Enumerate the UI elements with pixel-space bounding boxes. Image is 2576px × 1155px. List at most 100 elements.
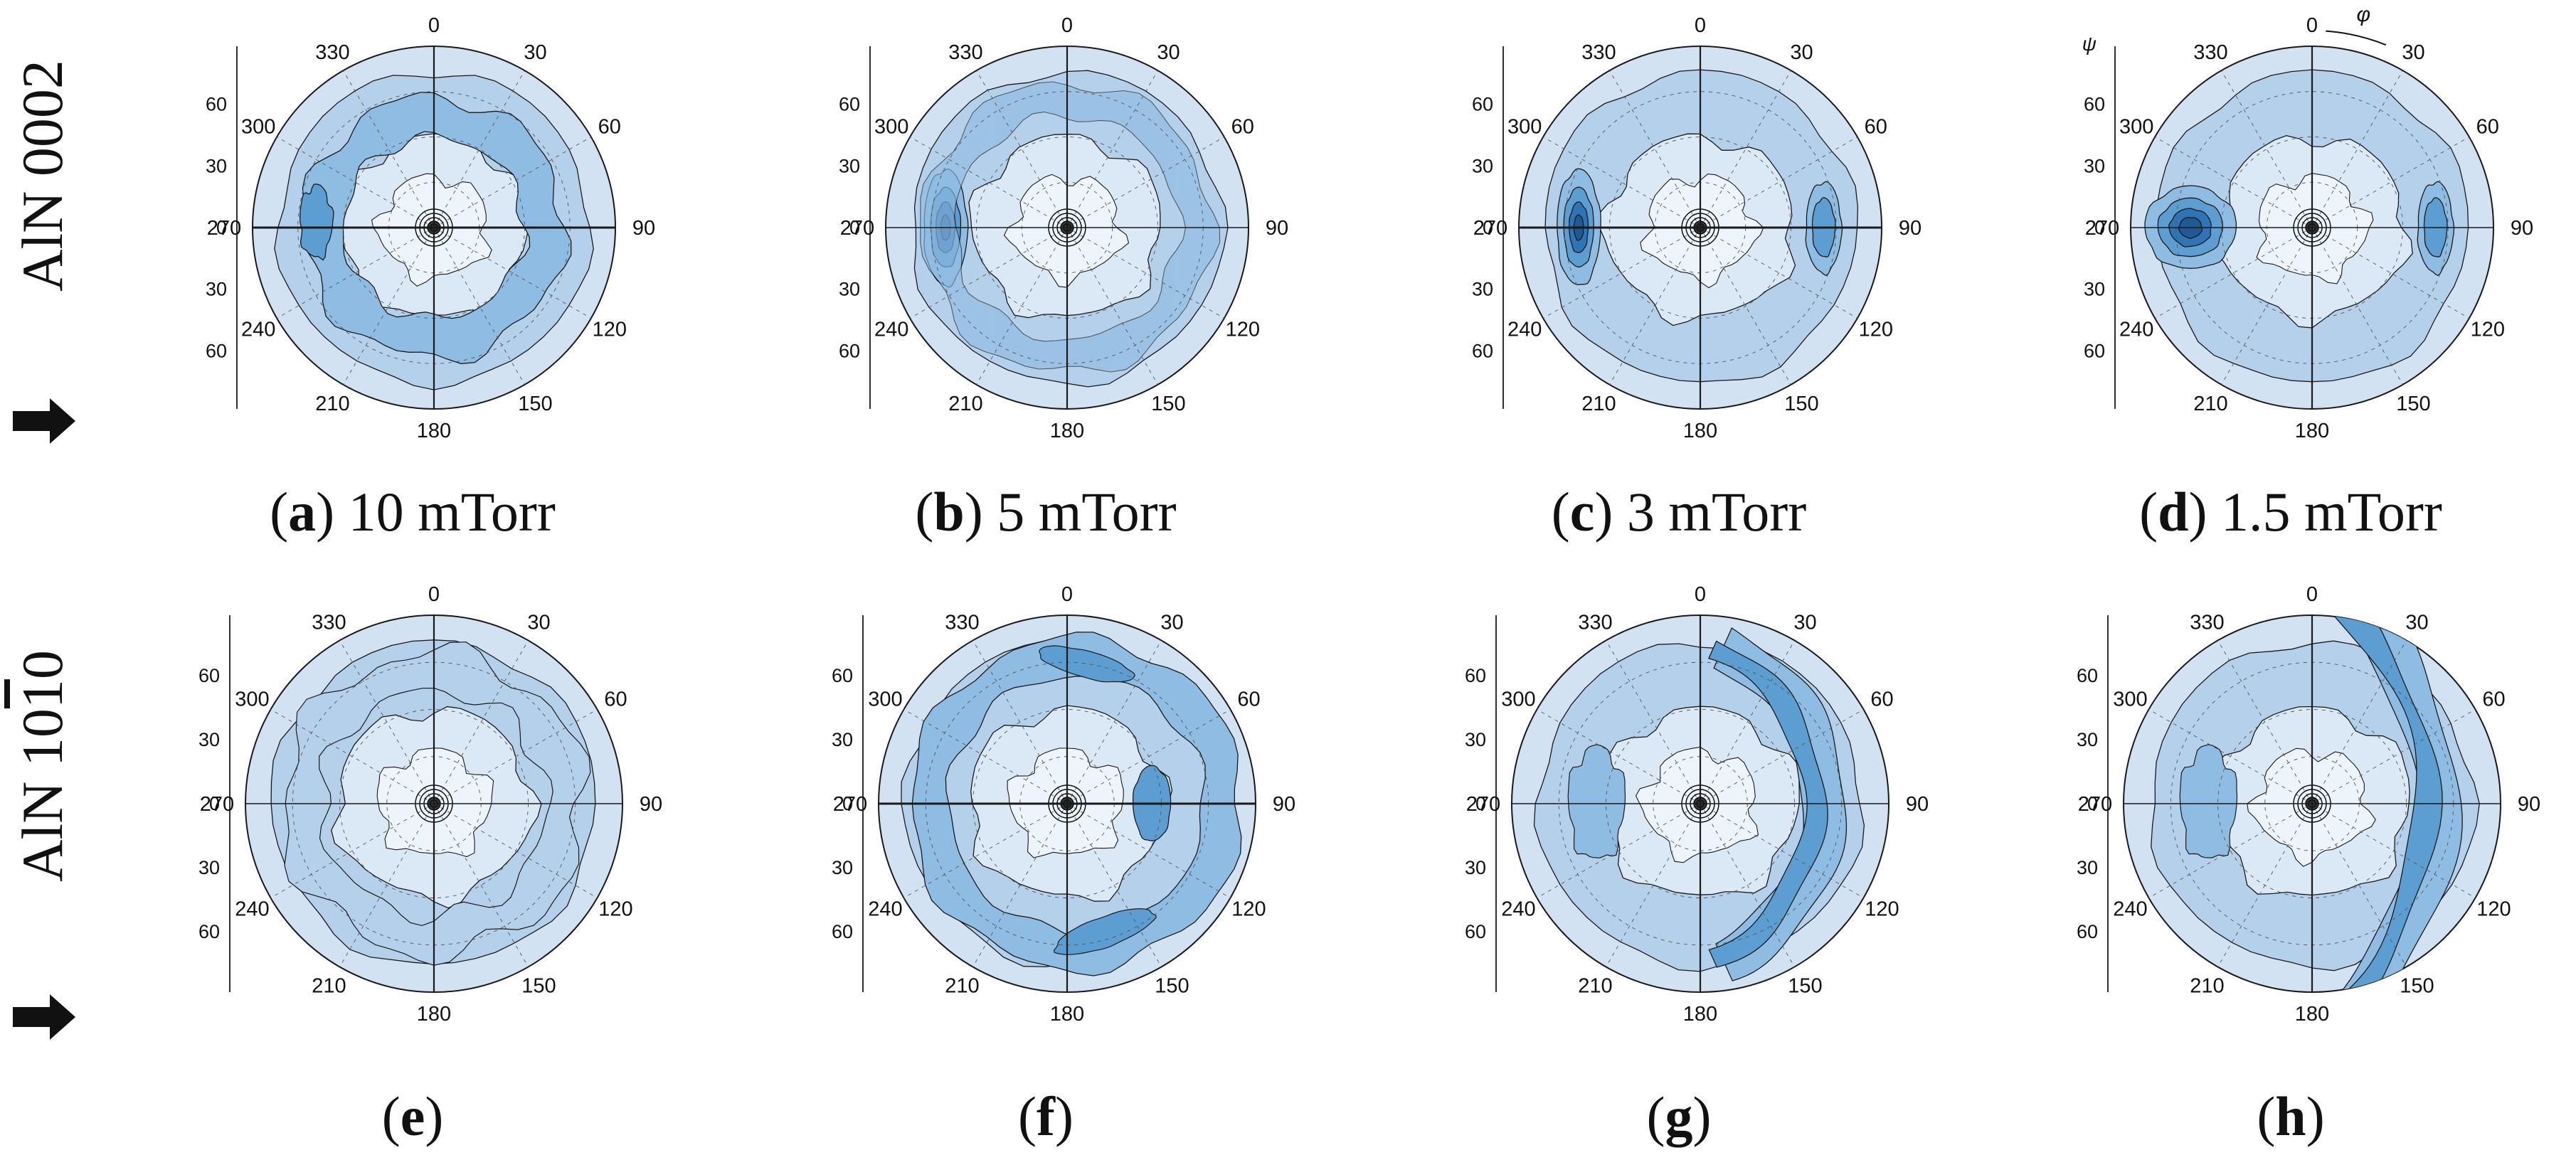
phi-grid-line [1066, 70, 1158, 228]
phi-grid-line [972, 640, 1068, 804]
phi-tick-label: 240 [2119, 319, 2153, 341]
phi-tick-label: 300 [1501, 688, 1535, 711]
contour-band-peak [1708, 640, 1828, 968]
psi-tick-label: 30 [2077, 857, 2098, 878]
phi-grid-line [339, 803, 435, 967]
phi-tick-label: 30 [1790, 41, 1813, 64]
phi-tick-label: 240 [868, 898, 902, 921]
phi-grid-line [1700, 803, 1864, 898]
phi-grid-line [903, 803, 1068, 898]
phi-tick-label: 60 [2482, 688, 2505, 711]
caption-f: (f) [1018, 1085, 1074, 1147]
phi-grid-line [433, 709, 598, 804]
phi-grid-line [1066, 227, 1158, 385]
caption-b-letter: b [933, 481, 965, 543]
psi-symbol: ψ [2082, 33, 2097, 55]
phi-tick-label: 30 [1160, 612, 1183, 634]
phi-tick-label: 0 [1695, 583, 1706, 606]
phi-grid-line [433, 803, 529, 967]
contour-peak-bottom [1054, 908, 1157, 955]
phi-tick-label: 240 [241, 319, 275, 341]
phi-grid-line [276, 137, 435, 228]
phi-tick-label: 270 [200, 793, 234, 816]
phi-tick-label: 0 [1695, 14, 1706, 37]
phi-tick-label: 60 [604, 688, 627, 711]
phi-tick-label: 90 [1899, 217, 1922, 240]
phi-grid-line [2311, 227, 2403, 385]
phi-tick-label: 0 [1061, 583, 1073, 606]
phi-tick-label: 180 [1683, 1003, 1717, 1026]
phi-grid-line [1066, 803, 1162, 967]
phi-tick-label: 270 [833, 793, 867, 816]
phi-grid-line [1700, 640, 1795, 804]
phi-tick-label: 90 [640, 793, 662, 816]
phi-grid-line [1542, 137, 1701, 228]
phi-grid-line [1700, 709, 1864, 804]
phi-tick-label: 240 [1501, 898, 1535, 921]
caption-c-letter: c [1569, 481, 1595, 543]
psi-tick-label: 60 [206, 94, 227, 115]
phi-tick-label: 270 [1466, 793, 1500, 816]
phi-grid-line [1066, 137, 1225, 228]
arrow-icon [13, 398, 75, 444]
psi-tick-label: 0 [1483, 217, 1493, 238]
phi-tick-label: 0 [2306, 14, 2318, 37]
psi-tick-label: 60 [2084, 340, 2105, 361]
psi-tick-label: 30 [1465, 729, 1486, 750]
psi-tick-label: 0 [1475, 793, 1486, 814]
phi-grid-line [1609, 227, 1701, 385]
psi-tick-label: 30 [2084, 279, 2105, 300]
psi-tick-label: 60 [1465, 665, 1486, 686]
phi-tick-label: 330 [1578, 612, 1612, 634]
phi-tick-label: 210 [2193, 393, 2227, 415]
polar-panel-d: 603003060ψ030609012015018021024027030033… [2082, 7, 2534, 442]
phi-tick-label: 180 [1050, 420, 1084, 442]
psi-tick-label: 60 [198, 665, 220, 686]
phi-tick-label: 150 [2400, 975, 2434, 998]
phi-tick-label: 60 [2476, 116, 2499, 139]
psi-tick-label: 30 [2077, 729, 2098, 750]
phi-grid-line [1066, 709, 1231, 804]
psi-tick-label: 30 [1472, 279, 1493, 300]
phi-grid-line [2311, 137, 2470, 228]
psi-tick-label: 30 [206, 279, 227, 300]
caption-g-letter: g [1665, 1085, 1693, 1147]
phi-tick-label: 60 [1237, 688, 1260, 711]
phi-tick-label: 30 [527, 612, 550, 634]
phi-tick-label: 300 [2119, 116, 2153, 139]
phi-tick-label: 30 [1793, 612, 1816, 634]
phi-tick-label: 240 [1507, 319, 1542, 341]
psi-tick-label: 0 [209, 793, 220, 814]
phi-grid-line [909, 227, 1068, 319]
phi-tick-label: 60 [1231, 116, 1254, 139]
psi-tick-label: 60 [839, 94, 860, 115]
phi-tick-label: 300 [874, 116, 908, 139]
row-label-1-text: AlN 10 [10, 708, 75, 882]
psi-tick-label: 30 [1465, 857, 1486, 878]
phi-grid-line [1700, 70, 1791, 228]
caption-b-text: 5 mTorr [982, 481, 1177, 543]
row-label-1-tail: 0 [10, 650, 75, 680]
contour-band-peak [2251, 615, 2443, 992]
psi-tick-label: 60 [832, 665, 853, 686]
phi-tick-label: 30 [2405, 612, 2428, 634]
phi-grid-line [972, 803, 1068, 967]
psi-tick-label: 60 [2077, 665, 2098, 686]
phi-grid-line [1609, 70, 1701, 228]
phi-grid-line [976, 70, 1068, 228]
phi-tick-label: 60 [598, 116, 621, 139]
arrow-icon [13, 994, 75, 1040]
phi-tick-label: 300 [1507, 116, 1542, 139]
phi-tick-label: 210 [315, 393, 349, 415]
row-label-0-text: AlN 0002 [10, 60, 75, 292]
phi-grid-line [433, 227, 592, 319]
phi-tick-label: 270 [207, 217, 241, 240]
phi-tick-label: 90 [1266, 217, 1288, 240]
psi-tick-label: 30 [198, 857, 220, 878]
phi-tick-label: 210 [1578, 975, 1612, 998]
phi-tick-label: 120 [2476, 898, 2511, 921]
psi-tick-label: 0 [216, 217, 227, 238]
